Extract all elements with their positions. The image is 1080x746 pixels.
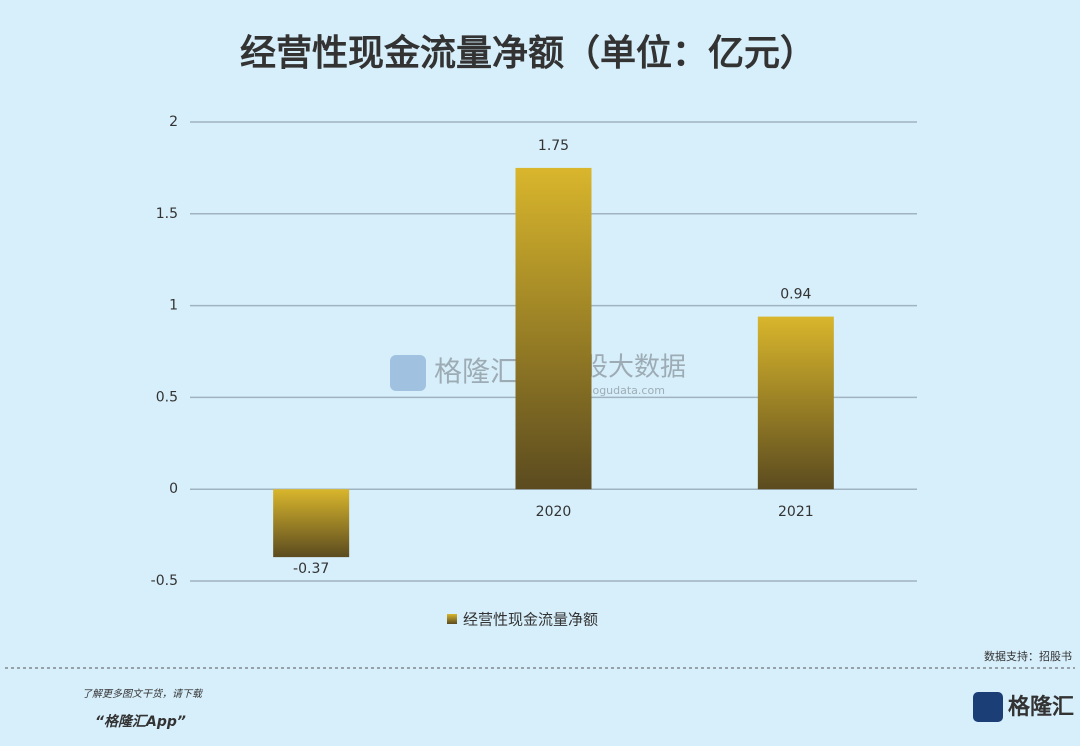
chart-title: 经营性现金流量净额（单位：亿元） (240, 32, 816, 74)
bar (515, 167, 592, 490)
data-label: 1.75 (538, 138, 569, 154)
y-tick-label: 0 (169, 481, 178, 497)
x-tick-label: 2020 (536, 504, 572, 520)
bar (757, 316, 834, 490)
y-tick-label: 2 (169, 114, 178, 130)
data-label: 0.94 (780, 287, 811, 303)
y-tick-label: 0.5 (156, 389, 178, 405)
watermark-brand: 格隆汇 (434, 355, 518, 388)
data-label: -0.37 (293, 561, 329, 577)
bar (273, 489, 350, 558)
legend-label: 经营性现金流量净额 (463, 611, 598, 629)
logo-icon (973, 692, 1003, 722)
promo: 了解更多图文干货，请下载 (82, 688, 204, 700)
logo: 格隆汇 (1008, 694, 1074, 720)
source: 数据支持：招股书 (984, 649, 1072, 663)
y-tick-label: 1 (169, 298, 178, 314)
y-tick-label: 1.5 (156, 206, 178, 222)
y-tick-label: -0.5 (151, 573, 178, 589)
watermark-icon (390, 355, 426, 391)
legend-swatch (447, 614, 457, 624)
x-tick-label: 2021 (778, 504, 814, 520)
app-name: “格隆汇App” (95, 713, 186, 730)
